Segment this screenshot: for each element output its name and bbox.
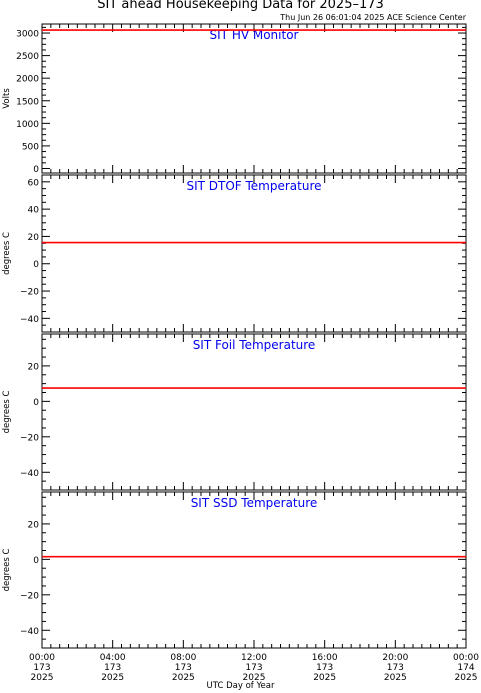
panel-1-ytick-label: 40 [28,206,40,216]
x-tick-doy-label: 173 [175,663,192,673]
panel-3-ytick-label: 0 [33,556,39,566]
panel-0-ytick-label: 2500 [16,52,39,62]
x-tick-year-label: 2025 [243,673,266,683]
panel-2-ytick-label: 20 [28,362,40,372]
panel-0-ytick-label: 3000 [16,30,39,40]
panel-0-ytick-label: 500 [22,142,39,152]
panel-3-frame [41,491,467,649]
panel-0-ytick-label: 0 [33,165,39,175]
x-tick-year-label: 2025 [384,673,407,683]
x-tick-time-label: 00:00 [453,653,479,663]
panel-1-ytick-label: −20 [20,288,39,298]
x-tick-year-label: 2025 [313,673,336,683]
generation-timestamp: Thu Jun 26 06:01:04 2025 ACE Science Cen… [280,13,466,22]
panel-0-ytick-label: 2000 [16,75,39,85]
panel-0-ytick-label: 1500 [16,97,39,107]
x-tick-time-label: 00:00 [29,653,55,663]
panel-1-ytick-label: 0 [33,260,39,270]
panel-3-ytick-label: −40 [20,627,39,637]
panel-1-ylabel: degrees C [2,232,12,275]
x-axis-title: UTC Day of Year [206,681,275,691]
x-tick-doy-label: 173 [245,663,262,673]
panel-1-ytick-label: 60 [28,178,40,188]
x-tick-time-label: 08:00 [170,653,196,663]
x-tick-year-label: 2025 [172,673,195,683]
panel-2-ytick-label: −40 [20,469,39,479]
panel-2-ylabel: degrees C [2,391,12,434]
x-tick-time-label: 20:00 [382,653,408,663]
panel-3-ylabel: degrees C [2,549,12,592]
x-tick-year-label: 2025 [455,673,478,683]
panel-0-frame [41,23,467,174]
panel-0-ylabel: Volts [2,88,12,109]
x-tick-doy-label: 173 [33,663,50,673]
x-tick-year-label: 2025 [31,673,54,683]
panel-3-ytick-label: −20 [20,591,39,601]
panel-0-title: SIT HV Monitor [210,28,299,42]
x-tick-time-label: 04:00 [100,653,126,663]
panel-3-title: SIT SSD Temperature [191,496,318,510]
x-tick-year-label: 2025 [101,673,124,683]
panel-1-ytick-label: 20 [28,233,40,243]
x-tick-time-label: 16:00 [312,653,338,663]
figure-title: SIT ahead Housekeeping Data for 2025–173 [97,0,384,12]
x-tick-time-label: 12:00 [241,653,267,663]
panel-0-ytick-label: 1000 [16,120,39,130]
x-tick-doy-label: 173 [104,663,121,673]
x-tick-doy-label: 173 [316,663,333,673]
x-tick-doy-label: 174 [457,663,474,673]
panel-2-frame [41,333,467,491]
panel-1-title: SIT DTOF Temperature [186,179,321,193]
panel-2-ytick-label: −20 [20,433,39,443]
panel-1-ytick-label: −40 [20,315,39,325]
panel-3-ytick-label: 20 [28,520,40,530]
panel-2-title: SIT Foil Temperature [193,338,316,352]
panel-2-ytick-label: 0 [33,398,39,408]
panel-1-frame [41,174,467,333]
x-tick-doy-label: 173 [387,663,404,673]
